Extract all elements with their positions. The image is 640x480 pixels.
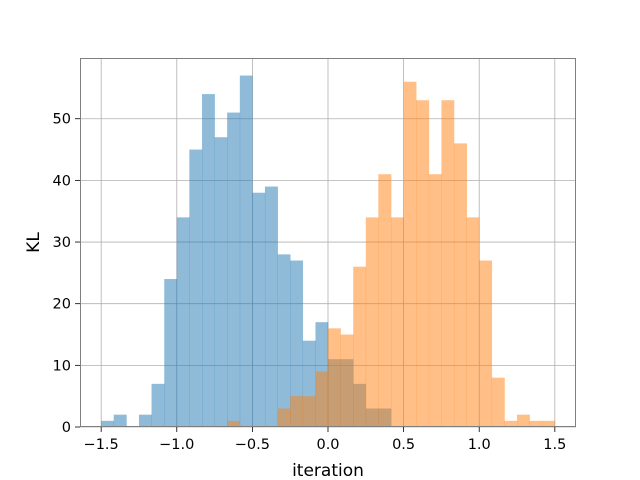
histogram-bar-series-1 [264, 186, 278, 427]
histogram-bar-series-2 [378, 174, 392, 427]
histogram-bar-series-2 [479, 260, 493, 427]
histogram-bars [101, 75, 556, 428]
histogram-bar-series-2 [315, 371, 329, 427]
y-axis-title: KL [24, 232, 44, 253]
histogram-bar-series-2 [517, 414, 530, 427]
histogram-bar-series-1 [227, 112, 241, 428]
y-tick-label: 10 [53, 358, 71, 374]
y-tick-label: 50 [53, 112, 71, 128]
histogram-bar-series-2 [277, 408, 291, 427]
histogram-bar-series-1 [252, 192, 266, 427]
y-tick-label: 0 [62, 420, 71, 436]
histogram-bar-series-2 [227, 420, 241, 427]
histogram-bar-series-2 [542, 420, 556, 427]
histogram-bar-series-2 [365, 217, 379, 427]
axis-ticks: −1.5 −1.0 −0.5 0.0 0.5 1.0 1.5 0 10 20 30 40 50 [53, 112, 567, 453]
x-tick-label: −0.5 [235, 437, 270, 453]
histogram-bar-series-2 [391, 217, 404, 427]
histogram-bar-series-1 [164, 279, 178, 427]
histogram-bar-series-2 [302, 396, 316, 427]
histogram-bar-series-1 [138, 414, 152, 427]
histogram-bar-series-2 [466, 217, 480, 427]
histogram-bar-series-2 [403, 81, 417, 427]
histogram-bar-series-1 [214, 137, 228, 427]
plot-frame [80, 58, 576, 427]
y-tick-label: 40 [53, 173, 71, 189]
x-tick-label: 1.5 [543, 437, 566, 453]
histogram-bar-series-2 [441, 100, 455, 427]
histogram-bar-series-2 [328, 328, 341, 427]
histogram-bar-series-2 [428, 174, 442, 427]
histogram-bar-series-2 [340, 334, 354, 427]
x-tick-label: −1.5 [84, 437, 119, 453]
x-tick-label: 0.0 [316, 437, 339, 453]
histogram-bar-series-2 [353, 266, 367, 427]
histogram-bar-series-2 [491, 377, 505, 427]
histogram-bar-series-1 [151, 383, 165, 427]
y-tick-label: 30 [53, 235, 71, 251]
histogram-bar-series-1 [101, 420, 115, 427]
histogram-bar-series-1 [189, 149, 203, 427]
histogram-bar-series-2 [416, 100, 430, 427]
x-axis-title: iteration [292, 461, 364, 480]
histogram-bar-series-1 [239, 75, 253, 428]
histogram-bar-series-2 [453, 143, 467, 427]
histogram-bar-series-1 [176, 217, 190, 427]
y-tick-label: 20 [53, 297, 71, 313]
histogram-bar-series-2 [529, 420, 543, 427]
histogram-bar-series-2 [504, 420, 518, 427]
histogram-bar-series-1 [202, 94, 215, 427]
histogram-bar-series-1 [113, 414, 127, 427]
x-tick-label: 1.0 [468, 437, 491, 453]
histogram-bar-series-1 [277, 254, 291, 427]
histogram-bar-series-1 [290, 260, 304, 427]
x-tick-label: 0.5 [392, 437, 415, 453]
x-tick-label: −1.0 [159, 437, 194, 453]
histogram-bar-series-2 [290, 396, 304, 427]
